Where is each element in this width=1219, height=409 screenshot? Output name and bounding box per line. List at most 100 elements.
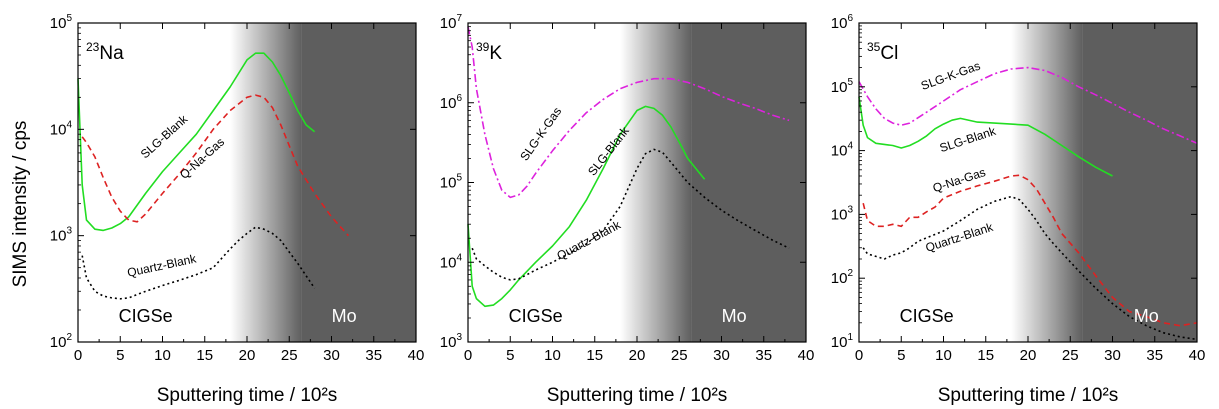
x-tick-label: 40 — [408, 347, 425, 364]
series-line-slg-blank — [467, 105, 706, 308]
y-tick-base: 10 — [831, 79, 848, 96]
y-tick-exp: 3 — [66, 226, 72, 237]
series-label-quartz-blank: Quartz-Blank — [126, 251, 198, 279]
y-tick-exp: 6 — [456, 93, 462, 104]
series-line-quartz-blank — [862, 195, 1198, 341]
shade-mo-region — [301, 23, 416, 342]
x-axis-label: Sputtering time / 10²s — [547, 385, 728, 406]
y-tick-exp: 7 — [456, 13, 462, 24]
x-tick-label: 15 — [977, 347, 994, 364]
x-tick-label: 0 — [74, 347, 82, 364]
series-label-q-na-gas: Q-Na-Gas — [931, 165, 987, 195]
shade-mo-region — [1082, 23, 1197, 342]
y-tick-base: 10 — [831, 206, 848, 223]
x-tick-label: 40 — [798, 347, 815, 364]
y-tick-base: 10 — [50, 121, 67, 138]
region-label-cigse: CIGSe — [509, 306, 563, 326]
x-tick-label: 35 — [365, 347, 382, 364]
y-axis-label: SIMS intensity / cps — [10, 121, 31, 288]
x-tick-label: 0 — [855, 347, 863, 364]
y-tick-exp: 5 — [66, 13, 72, 24]
series-label-quartz-blank: Quartz-Blank — [924, 220, 996, 255]
region-label-mo: Mo — [722, 306, 747, 326]
x-tick-label: 40 — [1189, 347, 1206, 364]
region-label-mo: Mo — [332, 306, 357, 326]
y-tick-exp: 4 — [456, 252, 462, 263]
y-tick-base: 10 — [831, 334, 848, 351]
x-tick-label: 20 — [629, 347, 646, 364]
x-tick-label: 15 — [586, 347, 603, 364]
x-tick-label: 5 — [116, 347, 124, 364]
series-line-quartz-blank — [81, 226, 316, 300]
y-tick-base: 10 — [440, 95, 457, 112]
series-line-slg-blank — [858, 96, 1113, 177]
region-label-cigse: CIGSe — [900, 306, 954, 326]
x-tick-label: 35 — [755, 347, 772, 364]
element-label: 39K — [476, 40, 502, 64]
y-tick-exp: 3 — [847, 204, 853, 215]
y-tick-exp: 1 — [847, 332, 853, 343]
x-axis-label: Sputtering time / 10²s — [157, 385, 338, 406]
y-tick-exp: 4 — [847, 141, 853, 152]
y-tick-label: 104 — [50, 119, 73, 138]
y-tick-exp: 2 — [66, 332, 72, 343]
element-mass: 39 — [476, 40, 490, 54]
element-symbol: Na — [99, 43, 124, 64]
shade-gradient — [230, 23, 302, 342]
shade-gradient — [1011, 23, 1083, 342]
y-tick-exp: 3 — [456, 332, 462, 343]
y-tick-base: 10 — [50, 228, 67, 245]
y-tick-base: 10 — [831, 143, 848, 160]
series-line-q-na-gas — [862, 174, 1198, 327]
y-tick-label: 106 — [831, 13, 854, 32]
x-tick-label: 5 — [897, 347, 905, 364]
series-line-q-na-gas — [81, 94, 349, 237]
element-label: 23Na — [86, 40, 124, 64]
panel-cl: SLG-K-Gas SLG-Blank Q-Na-Gas Quartz-Blank CI… — [831, 13, 1206, 406]
x-tick-label: 20 — [1020, 347, 1037, 364]
y-tick-label: 104 — [831, 141, 854, 160]
x-tick-label: 0 — [464, 347, 472, 364]
x-tick-label: 10 — [544, 347, 561, 364]
y-tick-label: 105 — [50, 13, 73, 32]
element-label: 35Cl — [867, 40, 898, 64]
y-tick-exp: 5 — [847, 77, 853, 88]
y-tick-base: 10 — [440, 175, 457, 192]
y-tick-label: 105 — [440, 173, 463, 192]
y-tick-label: 103 — [440, 332, 463, 351]
x-tick-label: 15 — [196, 347, 213, 364]
y-tick-base: 10 — [50, 334, 67, 351]
x-tick-label: 10 — [154, 347, 171, 364]
x-tick-label: 20 — [239, 347, 256, 364]
series-line-slg-blank — [77, 52, 316, 232]
series-line-slg-k-gas — [467, 26, 790, 199]
y-tick-label: 104 — [440, 252, 463, 271]
y-tick-label: 102 — [50, 332, 73, 351]
series-label-slg-blank: SLG-Blank — [938, 124, 998, 156]
series-label-slg-k-gas: SLG-K-Gas — [919, 59, 982, 93]
y-tick-base: 10 — [440, 334, 457, 351]
shade-gradient — [620, 23, 692, 342]
region-label-cigse: CIGSe — [119, 306, 173, 326]
element-symbol: K — [489, 43, 502, 64]
element-symbol: Cl — [880, 43, 898, 64]
element-mass: 35 — [867, 40, 881, 54]
x-tick-label: 30 — [713, 347, 730, 364]
series-label-q-na-gas: Q-Na-Gas — [177, 135, 227, 182]
x-tick-label: 25 — [1062, 347, 1079, 364]
x-axis-label: Sputtering time / 10²s — [938, 385, 1119, 406]
x-tick-label: 25 — [281, 347, 298, 364]
x-tick-label: 30 — [323, 347, 340, 364]
y-tick-base: 10 — [831, 270, 848, 287]
y-tick-exp: 4 — [66, 119, 72, 130]
x-tick-label: 10 — [935, 347, 952, 364]
y-tick-label: 103 — [50, 226, 73, 245]
y-tick-label: 107 — [440, 13, 463, 32]
y-tick-base: 10 — [50, 15, 67, 32]
series-label-quartz-blank: Quartz-Blank — [554, 217, 623, 263]
y-tick-label: 103 — [831, 204, 854, 223]
